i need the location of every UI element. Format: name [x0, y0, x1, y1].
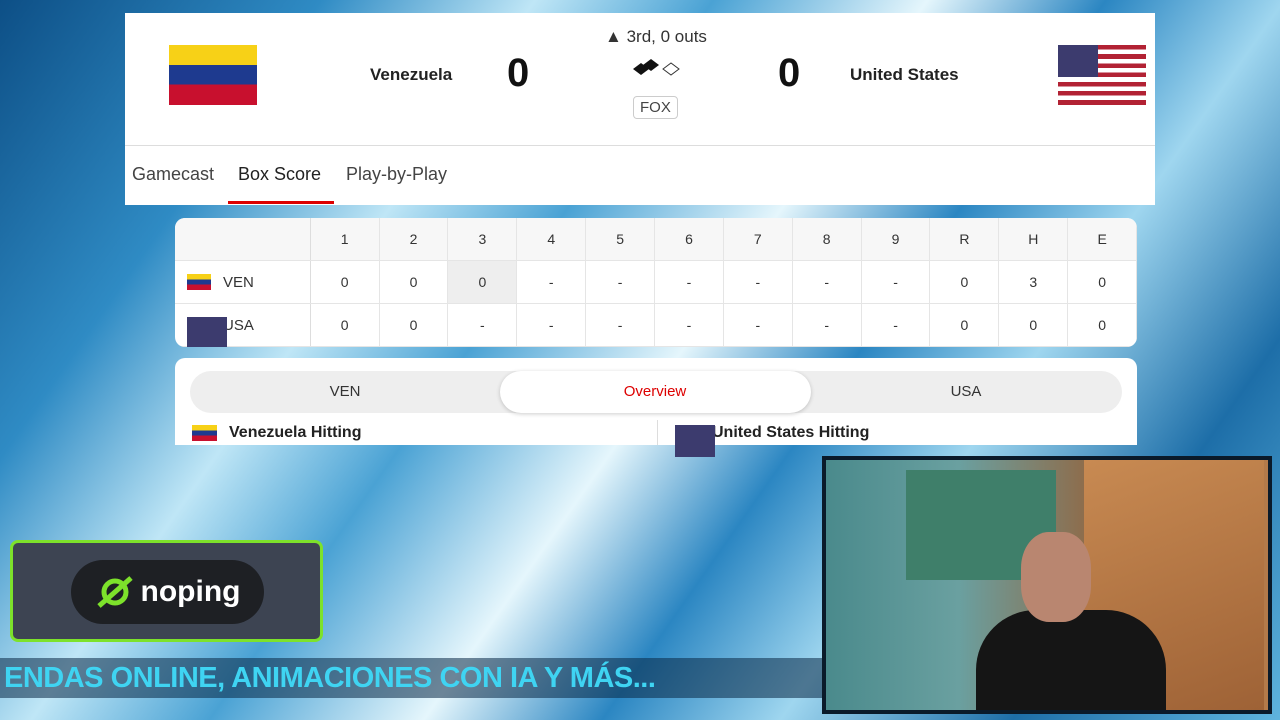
score-cell: -: [862, 304, 931, 346]
bases-diamond-icon: [633, 59, 680, 76]
sponsor-banner: noping: [10, 540, 323, 642]
score-cell: 3: [999, 261, 1069, 303]
team-abbr[interactable]: VEN: [223, 273, 254, 291]
segment-usa[interactable]: USA: [950, 383, 982, 400]
header-cell: 3: [448, 218, 518, 260]
score-cell: -: [517, 304, 587, 346]
score-cell: 0: [311, 261, 380, 303]
score-cell: 0: [930, 304, 1000, 346]
score-cell: 0: [380, 261, 449, 303]
venezuela-flag: [169, 45, 257, 105]
game-header: Venezuela 0 ▲ 3rd, 0 outs FOX 0 United S…: [125, 13, 1155, 205]
box-score-panel: VEN Overview USA Venezuela Hitting Unite…: [175, 358, 1137, 457]
venezuela-flag-icon: [192, 425, 217, 441]
header-cell: 9: [862, 218, 931, 260]
score-cell: -: [655, 261, 724, 303]
score-cell: 0: [930, 261, 1000, 303]
tab-box-score[interactable]: Box Score: [238, 164, 322, 184]
person-head: [1021, 532, 1091, 622]
score-cell: 0: [1068, 304, 1137, 346]
venezuela-flag-icon: [187, 274, 211, 290]
score-cell: -: [793, 261, 862, 303]
score-cell: -: [448, 304, 518, 346]
score-cell: -: [517, 261, 587, 303]
usa-hitting-heading: United States Hitting: [675, 424, 869, 457]
score-cell: -: [793, 304, 862, 346]
header-cell: R: [930, 218, 1000, 260]
tab-bar: Gamecast Box Score Play-by-Play: [125, 145, 1155, 205]
score-cell: 0: [999, 304, 1069, 346]
table-row: VEN 0 0 0 - - - - - - 0 3 0: [175, 261, 1137, 304]
score-cell: 0: [1068, 261, 1137, 303]
venezuela-hitting-heading: Venezuela Hitting: [192, 424, 361, 442]
noping-logo-icon: [96, 576, 133, 608]
score-cell: -: [724, 261, 793, 303]
team-abbr[interactable]: USA: [223, 316, 254, 334]
inning-status: ▲ 3rd, 0 outs: [605, 27, 707, 46]
linescore-table: 1 2 3 4 5 6 7 8 9 R H E VEN 0 0 0 - - - …: [175, 218, 1137, 347]
away-score: 0: [507, 51, 530, 95]
score-cell: -: [586, 304, 656, 346]
tab-play-by-play[interactable]: Play-by-Play: [346, 164, 448, 184]
tab-gamecast[interactable]: Gamecast: [132, 164, 215, 184]
home-score: 0: [778, 51, 801, 95]
home-team-name[interactable]: United States: [850, 65, 959, 84]
header-cell: 8: [793, 218, 862, 260]
news-ticker: ENDAS ONLINE, ANIMACIONES CON IA Y MÁS..…: [0, 658, 840, 698]
header-cell: 2: [380, 218, 449, 260]
header-cell: 4: [517, 218, 587, 260]
away-team-name[interactable]: Venezuela: [370, 65, 453, 84]
team-segmented-control: VEN Overview USA: [190, 371, 1122, 413]
score-cell: -: [586, 261, 656, 303]
header-cell: H: [999, 218, 1069, 260]
webcam-feed: [822, 456, 1272, 714]
table-row: USA 0 0 - - - - - - - 0 0 0: [175, 304, 1137, 347]
score-cell: -: [724, 304, 793, 346]
header-cell: E: [1068, 218, 1137, 260]
score-cell: 0: [380, 304, 449, 346]
network-badge: FOX: [633, 96, 678, 119]
header-cell: 1: [311, 218, 380, 260]
noping-logo: noping: [71, 560, 264, 624]
score-cell: 0: [311, 304, 380, 346]
active-segment-pill: [500, 371, 811, 413]
header-cell: 5: [586, 218, 656, 260]
active-tab-indicator: [228, 201, 334, 204]
score-cell: -: [655, 304, 724, 346]
usa-flag-icon: [675, 425, 715, 457]
header-cell: 7: [724, 218, 793, 260]
usa-flag: [1058, 45, 1146, 105]
table-header-row: 1 2 3 4 5 6 7 8 9 R H E: [175, 218, 1137, 261]
usa-flag-icon: [187, 317, 227, 347]
score-cell: 0: [448, 261, 518, 303]
header-cell: 6: [655, 218, 724, 260]
segment-overview[interactable]: Overview: [623, 383, 687, 400]
segment-ven[interactable]: VEN: [329, 383, 361, 400]
score-cell: -: [862, 261, 931, 303]
person: [976, 610, 1166, 710]
